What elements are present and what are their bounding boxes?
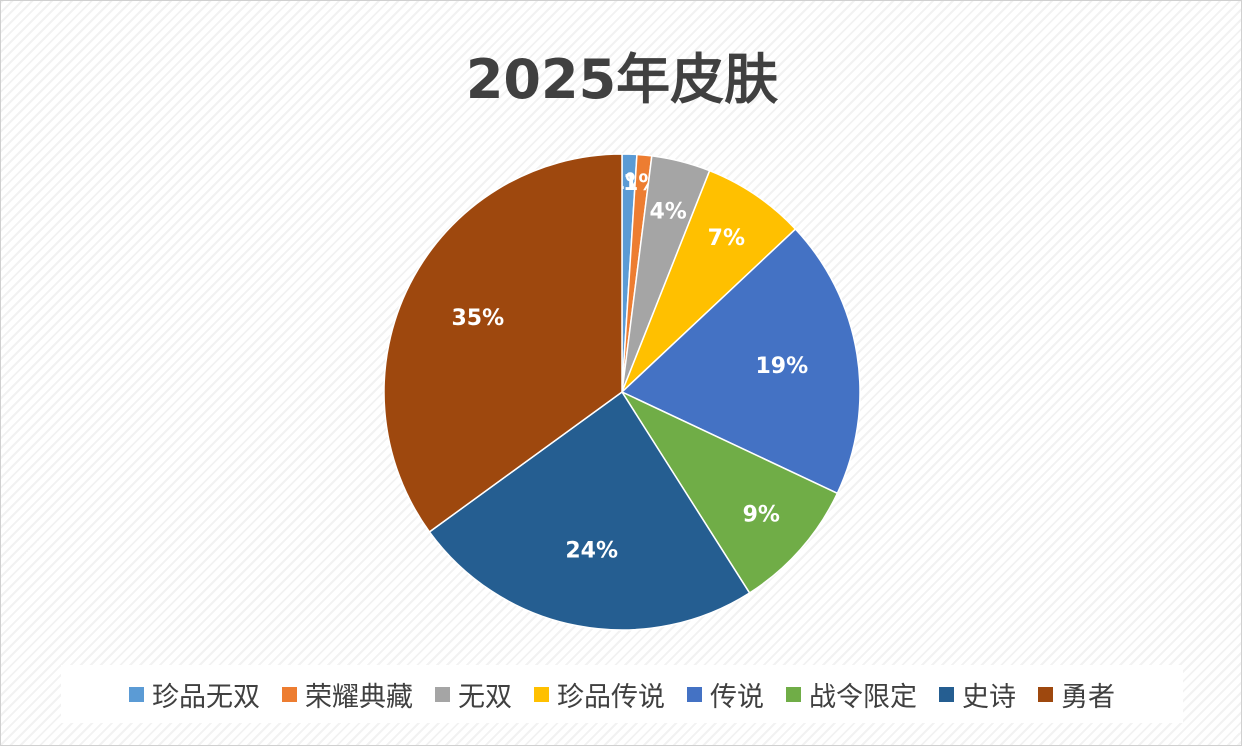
pie-slice-4: [621, 169, 797, 393]
legend-item-2: 荣耀典藏: [282, 675, 413, 714]
legend-label: 荣耀典藏: [305, 681, 413, 713]
data-label-5: 19%: [756, 354, 809, 379]
legend-swatch: [282, 686, 297, 702]
legend-label: 战令限定: [809, 681, 917, 713]
legend-item-4: 珍品传说: [534, 675, 665, 714]
data-label-4: 7%: [708, 226, 745, 251]
pie-slice-6: [619, 390, 839, 594]
data-label-6: 9%: [743, 502, 780, 527]
legend-label: 史诗: [962, 681, 1016, 713]
legend-label: 勇者: [1061, 681, 1115, 713]
legend-item-3: 无双: [435, 675, 512, 714]
legend-item-6: 战令限定: [786, 675, 917, 714]
legend-swatch: [534, 686, 549, 702]
legend-item-7: 史诗: [939, 675, 1016, 714]
legend-label: 无双: [458, 681, 512, 713]
legend-swatch: [1038, 686, 1053, 702]
legend-item-5: 传说: [687, 675, 764, 714]
legend-swatch: [129, 686, 144, 702]
chart-title: 2025年皮肤: [465, 48, 779, 111]
legend-item-8: 勇者: [1038, 675, 1115, 714]
chart-legend: 珍品无双 荣耀典藏 无双 珍品传说 传说 战令限定 史诗 勇者: [61, 665, 1183, 723]
data-label-8: 35%: [451, 306, 504, 331]
pie-slice-8: [383, 153, 623, 533]
pie-slice-5: [620, 228, 861, 495]
data-label-3: 4%: [649, 200, 686, 225]
pie-slice-7: [428, 390, 751, 631]
legend-label: 传说: [710, 681, 764, 713]
legend-swatch: [939, 686, 954, 702]
legend-item-1: 珍品无双: [129, 675, 260, 714]
legend-swatch: [435, 686, 450, 702]
legend-swatch: [687, 686, 702, 702]
legend-swatch: [786, 686, 801, 702]
legend-label: 珍品无双: [152, 681, 260, 713]
data-label-7: 24%: [565, 538, 618, 563]
legend-label: 珍品传说: [557, 681, 665, 713]
